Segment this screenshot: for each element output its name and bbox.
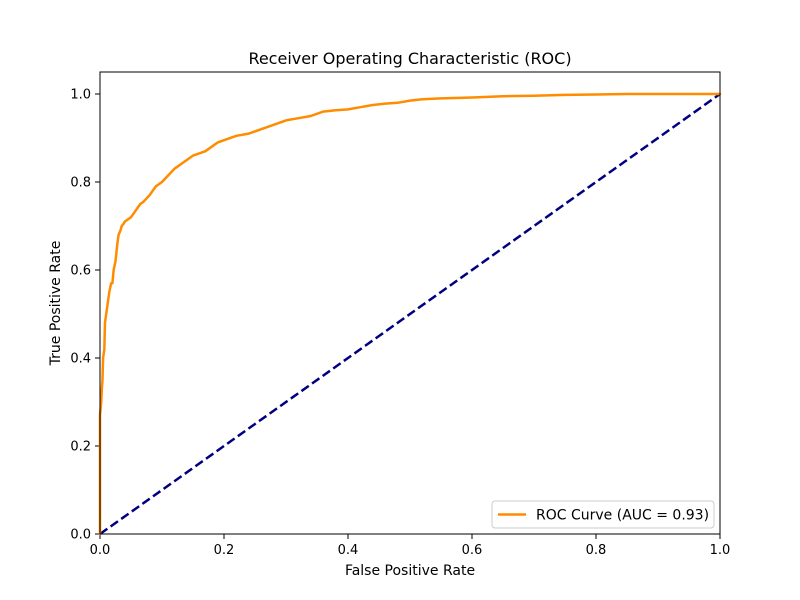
x-tick-label: 0.0 — [90, 543, 111, 558]
diagonal-reference-line — [99, 92, 721, 536]
legend-label-roc-curve: ROC Curve (AUC = 0.93) — [536, 508, 709, 524]
roc-curve-line — [98, 92, 722, 536]
x-tick-label: 0.6 — [462, 543, 483, 558]
x-tick-label: 1.0 — [710, 543, 731, 558]
legend-box — [491, 500, 715, 529]
x-tick-label: 0.2 — [214, 543, 235, 558]
y-axis-ticks: 0.0 0.2 0.4 0.6 0.8 1.0 — [70, 88, 100, 543]
legend: ROC Curve (AUC = 0.93) — [491, 500, 715, 529]
y-tick-label: 0.0 — [70, 528, 91, 543]
plot-frame — [99, 71, 721, 535]
y-tick-label: 1.0 — [70, 88, 91, 103]
chart-title: Receiver Operating Characteristic (ROC) — [248, 49, 571, 68]
y-tick-label: 0.8 — [70, 176, 91, 191]
y-tick-label: 0.2 — [70, 440, 91, 455]
y-tick-label: 0.6 — [70, 264, 91, 279]
plot-area — [100, 72, 720, 534]
x-axis-ticks: 0.0 0.2 0.4 0.6 0.8 1.0 — [90, 534, 731, 558]
y-axis-label: True Positive Rate — [48, 241, 64, 367]
x-tick-label: 0.8 — [586, 543, 607, 558]
x-tick-label: 0.4 — [338, 543, 359, 558]
x-axis-label: False Positive Rate — [345, 563, 475, 579]
y-tick-label: 0.4 — [70, 352, 91, 367]
